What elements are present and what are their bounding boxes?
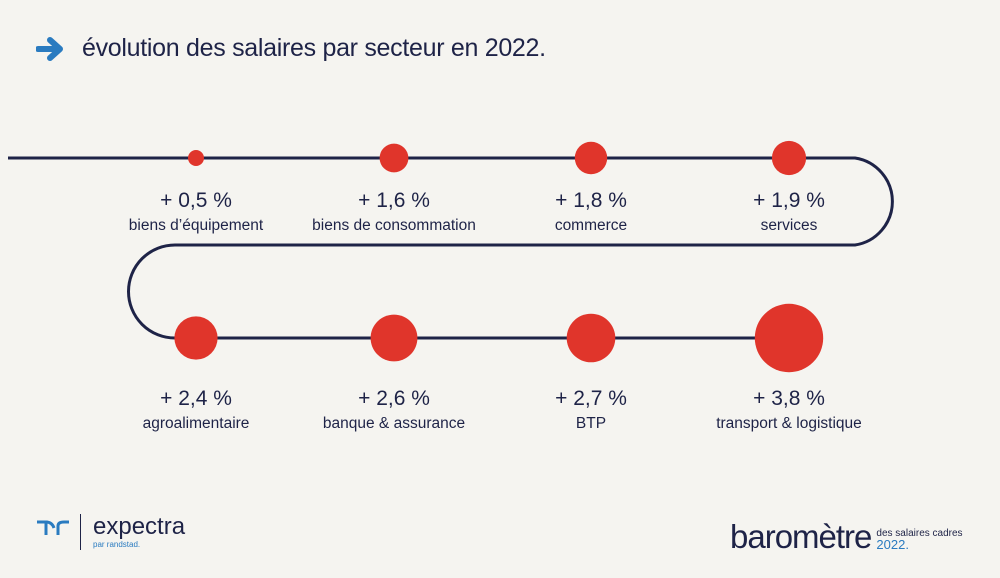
- value-label: + 3,8 %: [753, 387, 825, 410]
- arrow-right-icon: [36, 36, 63, 61]
- barometre-text: baromètre: [730, 518, 872, 555]
- category-label: BTP: [576, 415, 606, 432]
- bubble: [379, 143, 409, 173]
- category-label: banque & assurance: [323, 415, 465, 432]
- randstad-icon: [37, 520, 69, 535]
- expectra-logo: expectra par randstad.: [36, 514, 185, 550]
- category-label: biens de consommation: [312, 217, 476, 234]
- category-label: agroalimentaire: [143, 415, 250, 432]
- category-label: transport & logistique: [716, 415, 862, 432]
- brand-sub: par randstad.: [93, 540, 141, 549]
- value-label: + 2,4 %: [160, 387, 232, 410]
- value-label: + 1,6 %: [358, 189, 430, 212]
- barometre-year: 2022.: [876, 537, 909, 552]
- bubble: [566, 313, 616, 363]
- bubble: [188, 150, 204, 166]
- value-label: + 1,8 %: [555, 189, 627, 212]
- title-text: évolution des salaires par secteur en 20…: [82, 34, 546, 62]
- value-label: + 2,6 %: [358, 387, 430, 410]
- bubble: [174, 316, 218, 360]
- timeline-path: [8, 156, 894, 340]
- barometre-logo: baromètre des salaires cadres 2022.: [730, 520, 963, 554]
- brand-name: expectra: [93, 513, 186, 540]
- value-label: + 1,9 %: [753, 189, 825, 212]
- category-label: services: [761, 217, 818, 234]
- chart-title: évolution des salaires par secteur en 20…: [36, 34, 546, 63]
- bubble: [574, 141, 608, 175]
- logo-divider: [80, 514, 81, 550]
- bubble: [754, 303, 824, 373]
- bubble: [370, 314, 418, 362]
- value-label: + 0,5 %: [160, 189, 232, 212]
- category-label: biens d’équipement: [129, 217, 264, 234]
- bubble: [771, 140, 807, 176]
- barometre-sub: des salaires cadres: [876, 528, 963, 539]
- value-label: + 2,7 %: [555, 387, 627, 410]
- category-label: commerce: [555, 217, 627, 234]
